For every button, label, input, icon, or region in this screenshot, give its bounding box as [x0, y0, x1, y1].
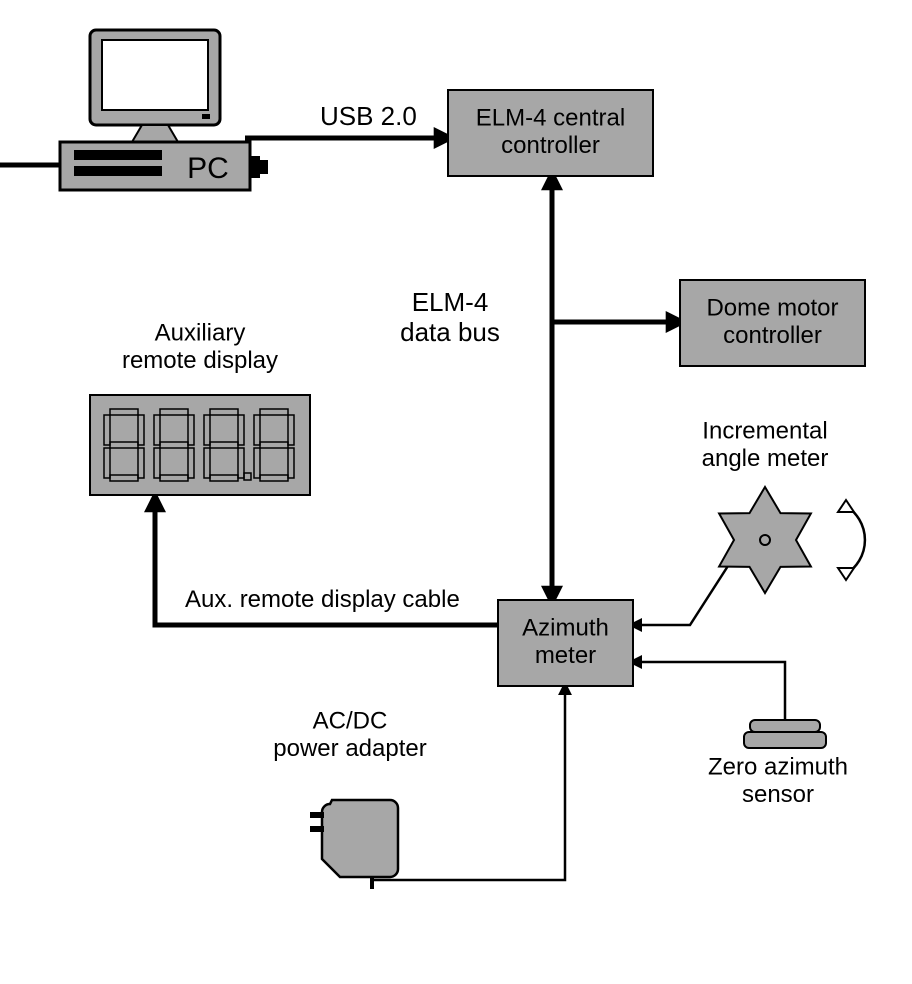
label-zero-title: sensor — [742, 781, 814, 808]
node-controller-label: controller — [501, 132, 600, 159]
pc-label: PC — [187, 152, 229, 185]
node-dome-label: Dome motor — [706, 295, 838, 322]
label-aux-cable: Aux. remote display cable — [185, 586, 460, 613]
node-azimuth-label: Azimuth — [522, 615, 609, 642]
diagram-canvas: PCELM-4 centralcontrollerDome motorcontr… — [0, 0, 912, 984]
edge-zero-az — [633, 662, 785, 720]
label-power-title: power adapter — [273, 735, 426, 762]
label-angle-title: angle meter — [702, 445, 829, 472]
label-aux-title: remote display — [122, 347, 278, 374]
zero-sensor-icon — [750, 720, 820, 732]
power-adapter-icon — [322, 800, 398, 877]
angle-meter-star — [719, 487, 811, 593]
label-databus: data bus — [400, 317, 500, 347]
label-power-title: AC/DC — [313, 708, 388, 735]
label-aux-title: Auxiliary — [155, 320, 246, 347]
node-dome-label: controller — [723, 322, 822, 349]
diagram-svg: PCELM-4 centralcontrollerDome motorcontr… — [0, 0, 912, 984]
label-usb: USB 2.0 — [320, 101, 417, 131]
label-angle-title: Incremental — [702, 418, 827, 445]
label-zero-title: Zero azimuth — [708, 754, 848, 781]
label-databus: ELM-4 — [412, 287, 489, 317]
node-controller-label: ELM-4 central — [476, 105, 625, 132]
node-azimuth-label: meter — [535, 642, 596, 669]
aux-display-box — [90, 395, 310, 495]
